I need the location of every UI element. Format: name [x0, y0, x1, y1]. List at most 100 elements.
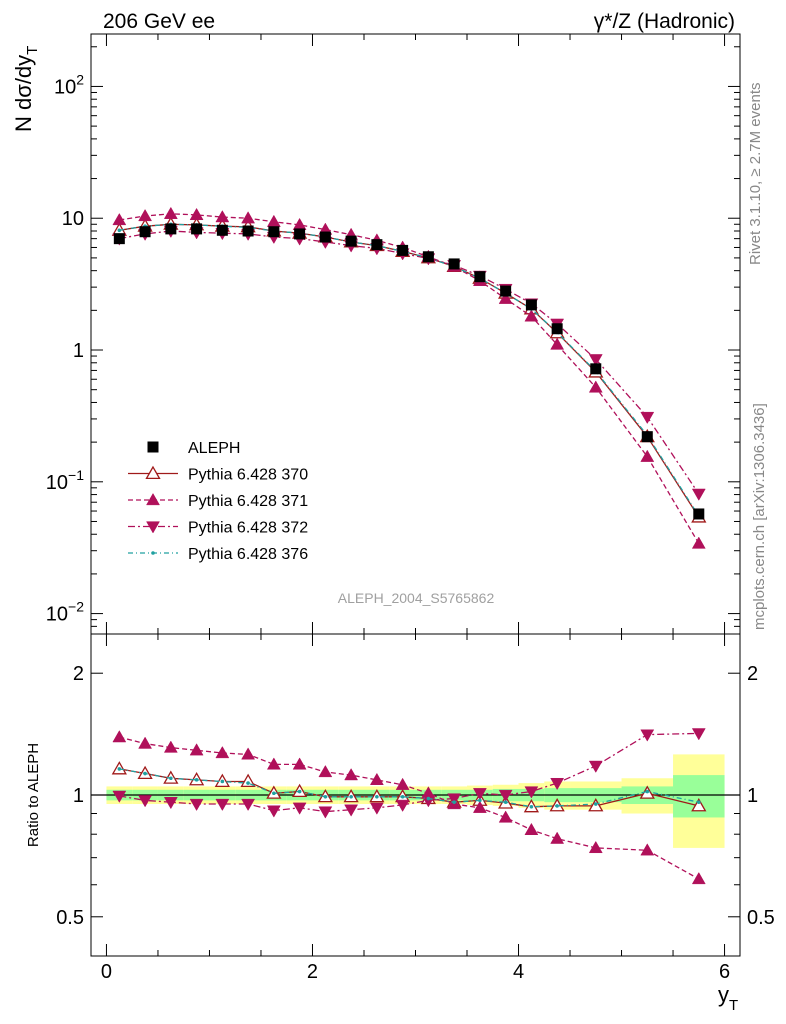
main-point-p371 — [112, 212, 127, 226]
ratio-point-p371 — [369, 772, 384, 785]
main-point-p372 — [691, 488, 706, 501]
main-point-p372 — [640, 411, 655, 425]
legend-label-p371: Pythia 6.428 371 — [188, 493, 308, 510]
ratio-point-p371 — [292, 757, 307, 770]
ratio-point-p371 — [524, 822, 539, 835]
ratio-point-p372 — [215, 798, 230, 812]
main-y-tick-label-base: 10 — [46, 604, 68, 626]
main-point-data — [294, 228, 306, 240]
main-point-data — [641, 431, 653, 443]
ratio-point-p371 — [691, 871, 706, 885]
ratio-point-p372 — [640, 729, 655, 742]
ratio-point-p371 — [588, 840, 603, 854]
main-y-tick-label-exponent: −2 — [68, 599, 84, 615]
x-tick-label: 4 — [513, 961, 524, 983]
ratio-point-p372 — [318, 806, 333, 819]
main-point-p371 — [189, 207, 204, 221]
main-y-tick-label: 1 — [73, 340, 84, 362]
ratio-plot-frame — [90, 633, 741, 957]
main-y-tick-label-base: 10 — [46, 472, 68, 494]
legend: ALEPH Pythia 6.428 370 Pythia 6.428 371 Pyt… — [128, 440, 308, 563]
main-point-p372 — [588, 354, 603, 367]
legend-marker-data — [147, 441, 159, 453]
main-point-data — [165, 223, 177, 235]
main-point-data — [268, 226, 280, 238]
header-right-label: γ*/Z (Hadronic) — [594, 10, 735, 33]
ratio-point-p372 — [550, 777, 565, 791]
ratio-point-p376 — [272, 791, 276, 796]
legend-entry-p376: Pythia 6.428 376 — [128, 546, 308, 563]
ratio-point-p372 — [498, 789, 513, 803]
x-tick-label: 6 — [719, 961, 730, 983]
main-point-data — [551, 323, 563, 335]
main-point-p371 — [691, 536, 706, 549]
svg-text:N dσ/dyT: N dσ/dyT — [11, 46, 41, 132]
main-point-data — [371, 239, 383, 251]
main-series-layer — [111, 206, 707, 549]
legend-label-data: ALEPH — [188, 440, 240, 457]
main-series-data — [113, 223, 705, 520]
main-point-data — [590, 363, 602, 375]
main-point-data — [422, 251, 434, 263]
ratio-point-p372 — [447, 793, 462, 806]
legend-marker-p372 — [146, 521, 160, 534]
ratio-y-tick-labels: 0.5 0.5 1 1 2 2 — [56, 663, 775, 929]
main-y-axis-label-text: N dσ/dy — [11, 55, 36, 132]
ratio-point-p376 — [478, 798, 482, 803]
ratio-point-p376 — [696, 800, 701, 804]
ratio-point-p372 — [138, 795, 153, 808]
ratio-point-p372 — [163, 797, 178, 810]
ratio-series-line-p376 — [119, 768, 699, 808]
ratio-axis-ticks — [91, 634, 740, 957]
ratio-point-p376 — [529, 805, 534, 809]
x-tick-label: 0 — [101, 961, 112, 983]
x-tick-label: 2 — [307, 961, 318, 983]
ratio-point-p371 — [344, 768, 359, 781]
main-point-p371 — [524, 309, 539, 322]
main-point-data — [242, 225, 254, 237]
ratio-point-p376 — [117, 767, 122, 771]
main-point-data — [500, 285, 512, 297]
ratio-series-p372 — [112, 728, 706, 819]
legend-entry-p370: Pythia 6.428 370 — [128, 465, 308, 484]
legend-label-p370: Pythia 6.428 370 — [188, 467, 308, 484]
ratio-point-p376 — [555, 804, 559, 808]
main-y-tick-label: 10 — [62, 208, 84, 230]
ratio-point-p372 — [266, 805, 281, 818]
svg-text:yT: yT — [718, 982, 738, 1014]
ratio-point-p372 — [472, 788, 487, 801]
ratio-point-p371 — [241, 747, 256, 760]
legend-marker-p370 — [145, 465, 161, 480]
main-point-data — [525, 299, 537, 311]
main-point-p371 — [215, 210, 230, 223]
ratio-point-p372 — [395, 799, 410, 812]
legend-label-p372: Pythia 6.428 372 — [188, 520, 308, 537]
ratio-point-p371 — [395, 777, 410, 790]
x-axis-label: yT — [718, 982, 738, 1014]
main-point-p376 — [117, 228, 122, 233]
ratio-point-p376 — [426, 796, 431, 801]
ratio-point-p372 — [344, 804, 359, 817]
ratio-y-tick-label-right: 2 — [747, 663, 758, 685]
ratio-point-p376 — [452, 800, 456, 804]
x-axis-label-text: y — [718, 982, 729, 1007]
main-y-tick-label-exponent: 2 — [76, 71, 84, 87]
ratio-point-p372 — [524, 786, 539, 799]
ratio-point-p376 — [503, 800, 508, 804]
ratio-point-p371 — [112, 730, 127, 743]
ratio-point-p376 — [375, 794, 379, 799]
ratio-y-tick-label-left: 0.5 — [56, 907, 84, 929]
ratio-point-p372 — [112, 790, 127, 803]
main-point-p371 — [138, 208, 153, 222]
ratio-point-p376 — [349, 794, 353, 799]
ratio-point-p371 — [550, 831, 565, 844]
ratio-point-p371 — [318, 764, 333, 778]
legend-label-p376: Pythia 6.428 376 — [188, 546, 308, 563]
main-y-tick-label: 10−1 — [46, 467, 84, 494]
ratio-series-layer — [111, 728, 707, 885]
ratio-y-axis-label: Ratio to ALEPH — [25, 743, 42, 847]
ratio-point-p376 — [143, 771, 147, 776]
